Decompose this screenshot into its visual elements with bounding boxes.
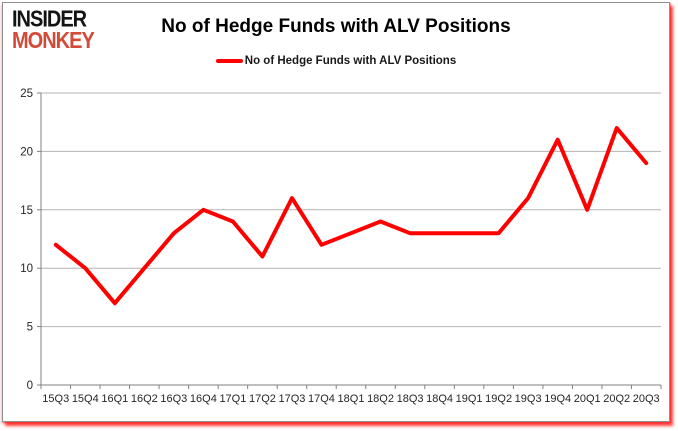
chart-title: No of Hedge Funds with ALV Positions	[161, 16, 511, 37]
x-tick-label-17Q1: 17Q1	[219, 393, 246, 405]
x-tick-label-19Q2: 19Q2	[485, 393, 512, 405]
x-tick-label-19Q4: 19Q4	[544, 393, 571, 405]
x-tick-label-19Q3: 19Q3	[515, 393, 542, 405]
legend-label: No of Hedge Funds with ALV Positions	[244, 55, 457, 67]
y-tick-label-10: 10	[20, 263, 33, 275]
y-tick-label-0: 0	[27, 380, 33, 392]
x-tick-label-16Q1: 16Q1	[101, 393, 128, 405]
x-tick-label-17Q2: 17Q2	[249, 393, 276, 405]
logo-word-monkey: MONKEY	[12, 28, 95, 54]
x-tick-label-17Q4: 17Q4	[308, 393, 335, 405]
x-tick-label-19Q1: 19Q1	[456, 393, 483, 405]
x-tick-label-18Q4: 18Q4	[426, 393, 453, 405]
x-tick-label-20Q1: 20Q1	[574, 393, 601, 405]
legend-line-swatch	[215, 59, 243, 63]
x-tick-label-16Q3: 16Q3	[160, 393, 187, 405]
x-tick-label-20Q2: 20Q2	[603, 393, 630, 405]
logo-word-insider: INSIDER	[12, 6, 87, 32]
x-tick-label-18Q2: 18Q2	[367, 393, 394, 405]
legend: No of Hedge Funds with ALV Positions	[3, 55, 669, 67]
y-tick-label-15: 15	[20, 205, 33, 217]
chart-card: INSIDER MONKEY No of Hedge Funds with AL…	[2, 2, 670, 422]
x-tick-label-17Q3: 17Q3	[278, 393, 305, 405]
series-line	[53, 126, 649, 306]
x-tick-label-16Q2: 16Q2	[131, 393, 158, 405]
x-tick-label-20Q3: 20Q3	[633, 393, 660, 405]
x-tick-label-15Q3: 15Q3	[42, 393, 69, 405]
y-tick-label-5: 5	[27, 322, 33, 334]
insider-monkey-logo: INSIDER MONKEY	[12, 6, 95, 54]
x-tick-label-18Q3: 18Q3	[397, 393, 424, 405]
y-tick-label-25: 25	[20, 88, 33, 100]
x-tick-label-16Q4: 16Q4	[190, 393, 217, 405]
x-tick-label-18Q1: 18Q1	[338, 393, 365, 405]
y-tick-label-20: 20	[20, 146, 33, 158]
x-tick-label-15Q4: 15Q4	[72, 393, 99, 405]
